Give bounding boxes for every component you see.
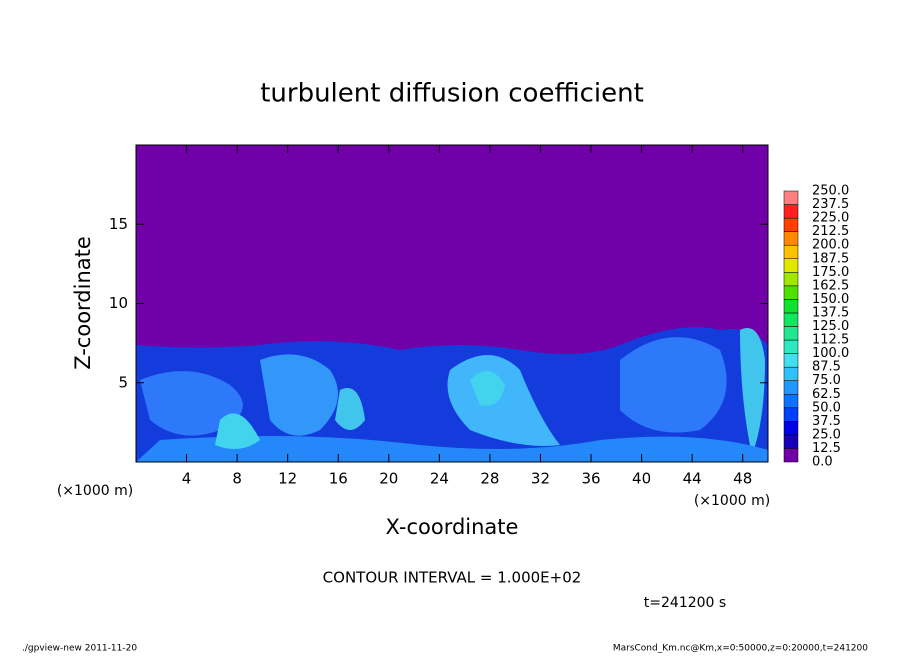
colorbar-label: 37.5	[812, 414, 841, 429]
x-tick-label: 48	[733, 470, 752, 488]
footer-right: MarsCond_Km.nc@Km,x=0:50000,z=0:20000,t=…	[613, 644, 868, 654]
colorbar-box	[783, 204, 799, 219]
colorbar-label: 0.0	[812, 455, 833, 470]
colorbar-box	[783, 231, 799, 246]
colorbar-label: 12.5	[812, 441, 841, 456]
x-tick-label: 20	[379, 470, 398, 488]
colorbar-box	[783, 353, 799, 368]
colorbar-label: 200.0	[812, 238, 849, 253]
colorbar-box	[783, 299, 799, 314]
colorbar-label: 87.5	[812, 360, 841, 375]
colorbar-box	[783, 312, 799, 327]
colorbar-label: 25.0	[812, 427, 841, 442]
footer-left: ./gpview-new 2011-11-20	[22, 644, 137, 654]
colorbar-box	[783, 258, 799, 273]
y-tick-label: 15	[109, 215, 128, 233]
colorbar-label: 50.0	[812, 400, 841, 415]
y-unit: (×1000 m)	[694, 493, 770, 509]
colorbar-label: 250.0	[812, 184, 849, 199]
colorbar-box	[783, 190, 799, 205]
chart-title: turbulent diffusion coefficient	[260, 79, 644, 109]
field	[136, 327, 768, 462]
colorbar-label: 225.0	[812, 211, 849, 226]
colorbar-box	[783, 366, 799, 381]
time-label: t=241200 s	[644, 595, 726, 611]
colorbar-label: 187.5	[812, 251, 849, 266]
colorbar-label: 75.0	[812, 373, 841, 388]
colorbar-box	[783, 421, 799, 436]
x-tick-label: 16	[329, 470, 348, 488]
colorbar-box	[783, 217, 799, 232]
colorbar-label: 112.5	[812, 333, 849, 348]
colorbar-label: 125.0	[812, 319, 849, 334]
x-tick-label: 8	[232, 470, 242, 488]
colorbar-label: 150.0	[812, 292, 849, 307]
colorbar-label: 62.5	[812, 387, 841, 402]
colorbar-box	[783, 326, 799, 341]
x-tick-label: 36	[581, 470, 600, 488]
colorbar-label: 237.5	[812, 197, 849, 212]
colorbar-box	[783, 285, 799, 300]
x-tick-label: 12	[278, 470, 297, 488]
x-tick-label: 28	[480, 470, 499, 488]
x-tick-label: 32	[531, 470, 550, 488]
x-tick-label: 40	[632, 470, 651, 488]
x-unit: (×1000 m)	[57, 483, 133, 499]
colorbar-box	[783, 434, 799, 449]
y-tick-label: 5	[118, 373, 128, 391]
y-tick-label: 10	[109, 294, 128, 312]
colorbar-label: 137.5	[812, 305, 849, 320]
colorbar-label: 175.0	[812, 265, 849, 280]
colorbar-box	[783, 380, 799, 395]
colorbar-box	[783, 244, 799, 259]
y-axis-label: Z-coordinate	[71, 236, 95, 370]
x-axis-label: X-coordinate	[386, 515, 519, 539]
x-tick-label: 4	[182, 470, 192, 488]
colorbar-box	[783, 407, 799, 422]
x-tick-label: 44	[683, 470, 702, 488]
annotation: CONTOUR INTERVAL = 1.000E+02	[323, 569, 582, 587]
colorbar-box	[783, 448, 799, 463]
colorbar-box	[783, 394, 799, 409]
colorbar-label: 100.0	[812, 346, 849, 361]
colorbar-box	[783, 339, 799, 354]
colorbar-label: 162.5	[812, 278, 849, 293]
colorbar-box	[783, 272, 799, 287]
colorbar-label: 212.5	[812, 224, 849, 239]
x-tick-label: 24	[430, 470, 449, 488]
